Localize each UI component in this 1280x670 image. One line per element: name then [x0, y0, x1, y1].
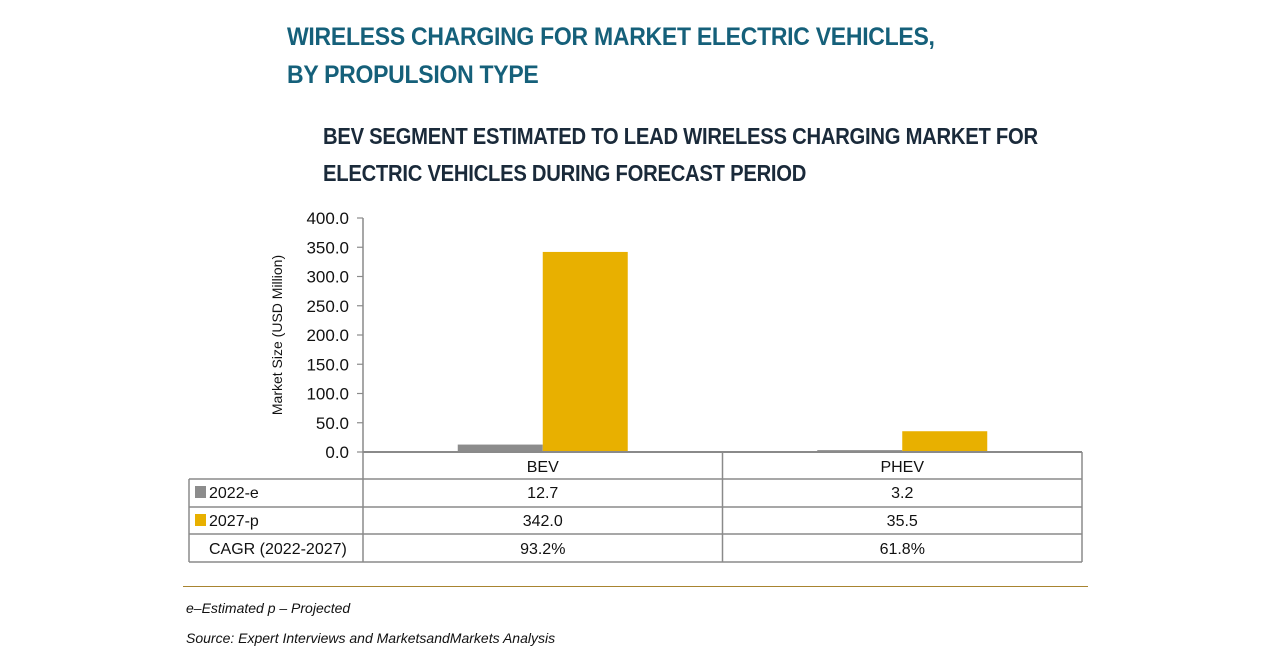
legend-label: 2022-e — [209, 485, 259, 502]
y-axis-title: Market Size (USD Million) — [269, 255, 285, 415]
y-tick-label: 200.0 — [306, 326, 349, 345]
data-label: 3.2 — [891, 485, 913, 502]
y-tick-label: 0.0 — [325, 443, 349, 462]
title-line-2: BY PROPULSION TYPE — [287, 61, 539, 89]
bar-2022-e-BEV — [457, 444, 543, 452]
title-line-1: WIRELESS CHARGING FOR MARKET ELECTRIC VE… — [287, 23, 935, 51]
chart-subtitle: BEV SEGMENT ESTIMATED TO LEAD WIRELESS C… — [323, 118, 1038, 192]
chart-main-title: WIRELESS CHARGING FOR MARKET ELECTRIC VE… — [287, 18, 935, 94]
footer-divider — [183, 586, 1088, 587]
data-label: 35.5 — [887, 513, 918, 530]
estimate-note: e–Estimated p – Projected — [186, 600, 351, 616]
legend-swatch-2022-e — [195, 486, 206, 498]
subtitle-line-1: BEV SEGMENT ESTIMATED TO LEAD WIRELESS C… — [323, 123, 1038, 149]
y-tick-label: 300.0 — [306, 268, 349, 287]
subtitle-line-2: ELECTRIC VEHICLES DURING FORECAST PERIOD — [323, 160, 807, 186]
y-tick-label: 400.0 — [306, 209, 349, 228]
cagr-value: 93.2% — [520, 541, 565, 558]
data-table: BEV PHEV 2022-e 12.7 3.2 2027-p 342.0 35.5 CAGR … — [188, 451, 1083, 563]
y-tick-label: 50.0 — [316, 414, 349, 433]
x-category-label: BEV — [527, 459, 559, 476]
y-tick-label: 250.0 — [306, 297, 349, 316]
y-tick-label: 150.0 — [306, 355, 349, 374]
bars — [457, 251, 988, 452]
bar-2027-p-PHEV — [902, 431, 988, 452]
data-label: 12.7 — [527, 485, 558, 502]
bar-2027-p-BEV — [542, 251, 628, 452]
y-axis: 0.0 50.0 100.0 150.0 200.0 250.0 300.0 350.0 400… — [306, 209, 364, 462]
source-note: Source: Expert Interviews and Marketsand… — [186, 630, 556, 646]
y-tick-label: 350.0 — [306, 238, 349, 257]
cagr-row-label: CAGR (2022-2027) — [209, 541, 347, 558]
x-category-label: PHEV — [880, 459, 924, 476]
data-label: 342.0 — [523, 513, 563, 530]
y-tick-label: 100.0 — [306, 385, 349, 404]
legend-label: 2027-p — [209, 513, 259, 530]
legend-swatch-2027-p — [195, 514, 206, 526]
cagr-value: 61.8% — [880, 541, 925, 558]
